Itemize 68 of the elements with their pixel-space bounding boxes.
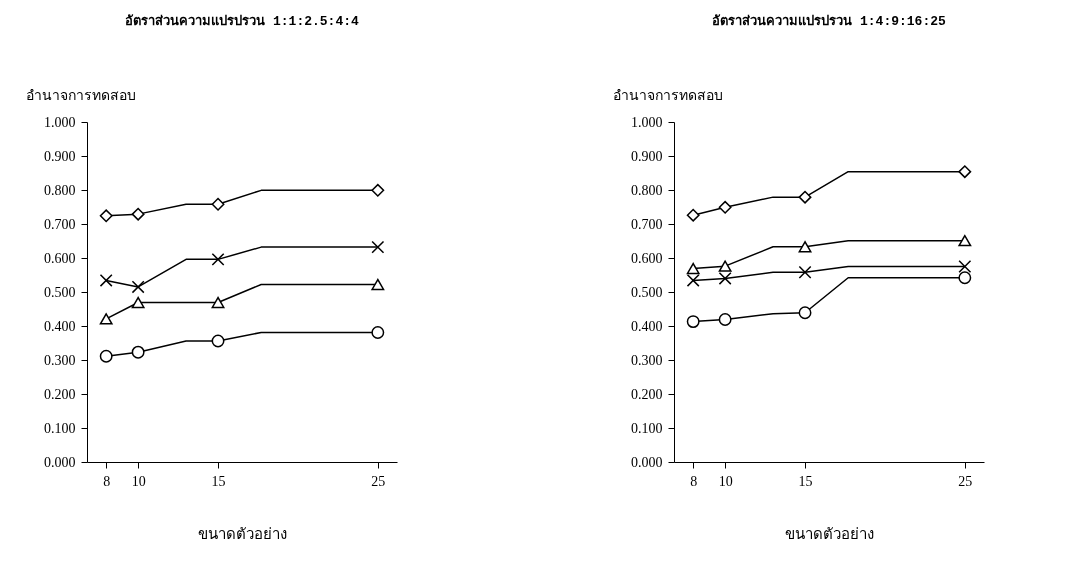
x-tick-label: 8	[103, 473, 111, 489]
point	[371, 183, 385, 197]
point	[131, 345, 145, 359]
y-tick-label: 0.500	[44, 284, 76, 300]
point	[99, 349, 113, 363]
point	[211, 252, 225, 266]
point	[686, 273, 700, 287]
x-tick-label: 15	[798, 473, 813, 489]
y-tick-label: 0.200	[631, 386, 663, 402]
x-tick-label: 15	[211, 473, 226, 489]
point	[798, 306, 812, 320]
point	[131, 280, 145, 294]
x-axis-title: ขนาดตัวอย่าง	[785, 525, 874, 542]
x-tick-label: 10	[718, 473, 733, 489]
y-tick-label: 0.800	[631, 182, 663, 198]
x-tick-label: 8	[690, 473, 698, 489]
y-tick-label: 0.700	[44, 216, 76, 232]
point	[718, 260, 732, 272]
point	[718, 313, 732, 326]
point	[99, 209, 113, 223]
point	[686, 262, 700, 275]
y-tick-label: 0.400	[631, 318, 663, 334]
y-tick-label: 0.500	[631, 284, 663, 300]
chart-title: อัตราส่วนความแปรปรวน 1:4:9:16:25	[712, 14, 946, 29]
point	[958, 271, 972, 285]
y-tick-label: 0.800	[44, 182, 76, 198]
point	[371, 326, 385, 339]
y-axis-title: อำนาจการทดสอบ	[25, 87, 136, 103]
y-tick-label: 0.100	[44, 420, 76, 436]
point	[131, 207, 145, 221]
y-tick-label: 0.600	[44, 250, 76, 266]
point	[99, 313, 113, 325]
y-tick-label: 0.200	[44, 386, 76, 402]
point	[99, 273, 113, 287]
point	[371, 278, 385, 291]
point	[686, 208, 700, 222]
point	[798, 190, 812, 204]
x-tick-label: 10	[131, 473, 146, 489]
y-tick-label: 0.400	[44, 318, 76, 334]
x-tick-label: 25	[958, 473, 973, 489]
chart-title: อัตราส่วนความแปรปรวน 1:1:2.5:4:4	[125, 14, 359, 29]
point	[958, 165, 972, 179]
point	[718, 271, 732, 285]
point	[958, 234, 972, 247]
y-tick-label: 0.600	[631, 250, 663, 266]
point	[958, 260, 972, 273]
point	[798, 241, 812, 253]
y-tick-label: 1.000	[44, 114, 76, 130]
point	[371, 240, 385, 254]
point	[211, 334, 225, 348]
y-tick-label: 0.000	[631, 454, 663, 470]
x-tick-label: 25	[371, 473, 386, 489]
y-tick-label: 0.300	[44, 352, 76, 368]
point	[131, 296, 145, 309]
x-axis-title: ขนาดตัวอย่าง	[198, 525, 287, 542]
y-tick-label: 0.300	[631, 352, 663, 368]
point	[798, 265, 812, 279]
y-axis-title: อำนาจการทดสอบ	[612, 87, 723, 103]
y-tick-label: 0.100	[631, 420, 663, 436]
y-tick-label: 0.900	[44, 148, 76, 164]
y-tick-label: 0.700	[631, 216, 663, 232]
point	[686, 315, 700, 329]
y-tick-label: 0.900	[631, 148, 663, 164]
y-tick-label: 0.000	[44, 454, 76, 470]
point	[211, 197, 225, 211]
point	[718, 200, 732, 214]
y-tick-label: 1.000	[631, 114, 663, 130]
point	[211, 296, 225, 309]
